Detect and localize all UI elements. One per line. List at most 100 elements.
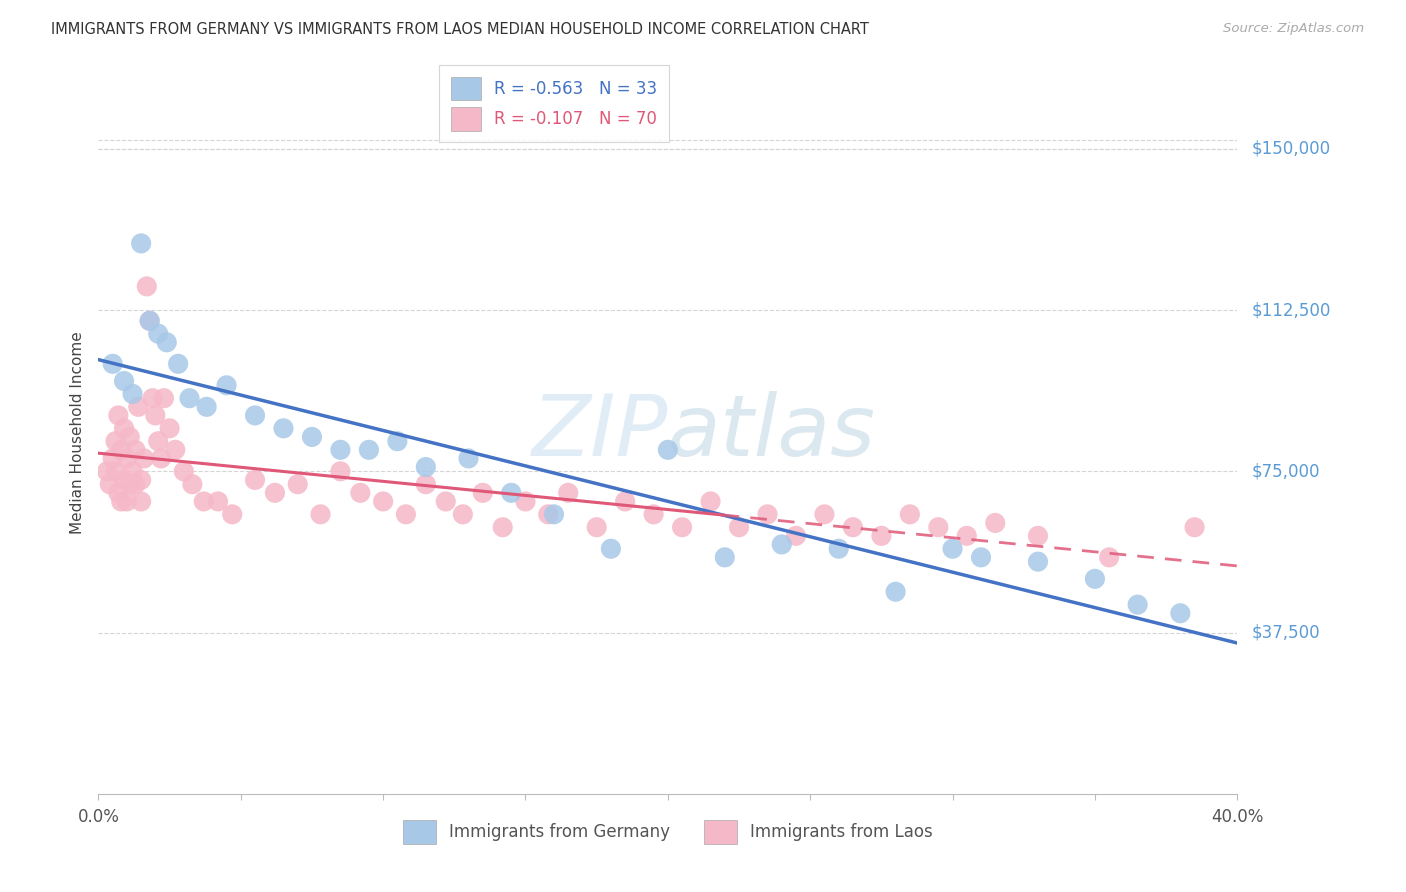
Point bbox=[329, 464, 352, 478]
Text: Source: ZipAtlas.com: Source: ZipAtlas.com bbox=[1223, 22, 1364, 36]
Point bbox=[107, 409, 129, 423]
Point bbox=[537, 508, 560, 522]
Point bbox=[301, 430, 323, 444]
Point bbox=[179, 391, 201, 405]
Point bbox=[956, 529, 979, 543]
Point bbox=[970, 550, 993, 565]
Point bbox=[543, 508, 565, 522]
Point bbox=[671, 520, 693, 534]
Point bbox=[124, 477, 146, 491]
Point bbox=[349, 485, 371, 500]
Text: IMMIGRANTS FROM GERMANY VS IMMIGRANTS FROM LAOS MEDIAN HOUSEHOLD INCOME CORRELAT: IMMIGRANTS FROM GERMANY VS IMMIGRANTS FR… bbox=[51, 22, 869, 37]
Point bbox=[138, 314, 160, 328]
Point bbox=[614, 494, 637, 508]
Point bbox=[842, 520, 865, 534]
Point bbox=[135, 279, 157, 293]
Point bbox=[395, 508, 418, 522]
Point bbox=[101, 451, 124, 466]
Point bbox=[884, 584, 907, 599]
Text: $112,500: $112,500 bbox=[1251, 301, 1330, 319]
Point bbox=[273, 421, 295, 435]
Point bbox=[415, 460, 437, 475]
Point bbox=[813, 508, 835, 522]
Point bbox=[124, 442, 146, 457]
Point bbox=[153, 391, 176, 405]
Point bbox=[110, 442, 132, 457]
Point bbox=[457, 451, 479, 466]
Point bbox=[585, 520, 607, 534]
Point bbox=[150, 451, 173, 466]
Y-axis label: Median Household Income: Median Household Income bbox=[69, 331, 84, 534]
Point bbox=[515, 494, 537, 508]
Point bbox=[728, 520, 751, 534]
Point bbox=[129, 494, 152, 508]
Point bbox=[138, 314, 160, 328]
Point bbox=[942, 541, 965, 556]
Point bbox=[145, 409, 167, 423]
Point bbox=[207, 494, 229, 508]
Point bbox=[984, 516, 1007, 530]
Point bbox=[1098, 550, 1121, 565]
Text: atlas: atlas bbox=[668, 391, 876, 475]
Point bbox=[121, 464, 143, 478]
Point bbox=[243, 409, 266, 423]
Point bbox=[329, 442, 352, 457]
Point bbox=[415, 477, 437, 491]
Point bbox=[173, 464, 195, 478]
Point bbox=[557, 485, 579, 500]
Point bbox=[195, 400, 218, 414]
Point bbox=[1126, 598, 1149, 612]
Point bbox=[167, 357, 190, 371]
Point bbox=[785, 529, 807, 543]
Point bbox=[501, 485, 523, 500]
Point bbox=[107, 485, 129, 500]
Point bbox=[112, 421, 135, 435]
Point bbox=[898, 508, 921, 522]
Point bbox=[148, 434, 170, 449]
Point bbox=[451, 508, 474, 522]
Point bbox=[387, 434, 409, 449]
Point bbox=[181, 477, 204, 491]
Point bbox=[371, 494, 394, 508]
Point bbox=[221, 508, 243, 522]
Point bbox=[657, 442, 679, 457]
Point bbox=[309, 508, 332, 522]
Point bbox=[101, 357, 124, 371]
Point bbox=[159, 421, 181, 435]
Point bbox=[129, 473, 152, 487]
Point bbox=[110, 494, 132, 508]
Point bbox=[112, 374, 135, 388]
Point bbox=[156, 335, 179, 350]
Text: ZIP: ZIP bbox=[531, 391, 668, 475]
Point bbox=[770, 537, 793, 551]
Point bbox=[115, 494, 138, 508]
Point bbox=[492, 520, 515, 534]
Point bbox=[121, 387, 143, 401]
Point bbox=[243, 473, 266, 487]
Point bbox=[927, 520, 949, 534]
Point bbox=[264, 485, 287, 500]
Point bbox=[112, 473, 135, 487]
Point bbox=[699, 494, 721, 508]
Point bbox=[96, 464, 118, 478]
Text: $75,000: $75,000 bbox=[1251, 462, 1320, 480]
Point bbox=[434, 494, 457, 508]
Point bbox=[118, 477, 141, 491]
Point bbox=[104, 464, 127, 478]
Point bbox=[1184, 520, 1206, 534]
Point bbox=[600, 541, 623, 556]
Legend: Immigrants from Germany, Immigrants from Laos: Immigrants from Germany, Immigrants from… bbox=[396, 814, 939, 851]
Point bbox=[287, 477, 309, 491]
Point bbox=[127, 400, 149, 414]
Point bbox=[756, 508, 779, 522]
Point bbox=[129, 236, 152, 251]
Point bbox=[1026, 555, 1049, 569]
Text: $37,500: $37,500 bbox=[1251, 624, 1320, 641]
Point bbox=[1170, 607, 1192, 621]
Point bbox=[132, 451, 155, 466]
Point bbox=[828, 541, 851, 556]
Point bbox=[870, 529, 893, 543]
Point bbox=[148, 326, 170, 341]
Point bbox=[215, 378, 238, 392]
Point bbox=[141, 391, 163, 405]
